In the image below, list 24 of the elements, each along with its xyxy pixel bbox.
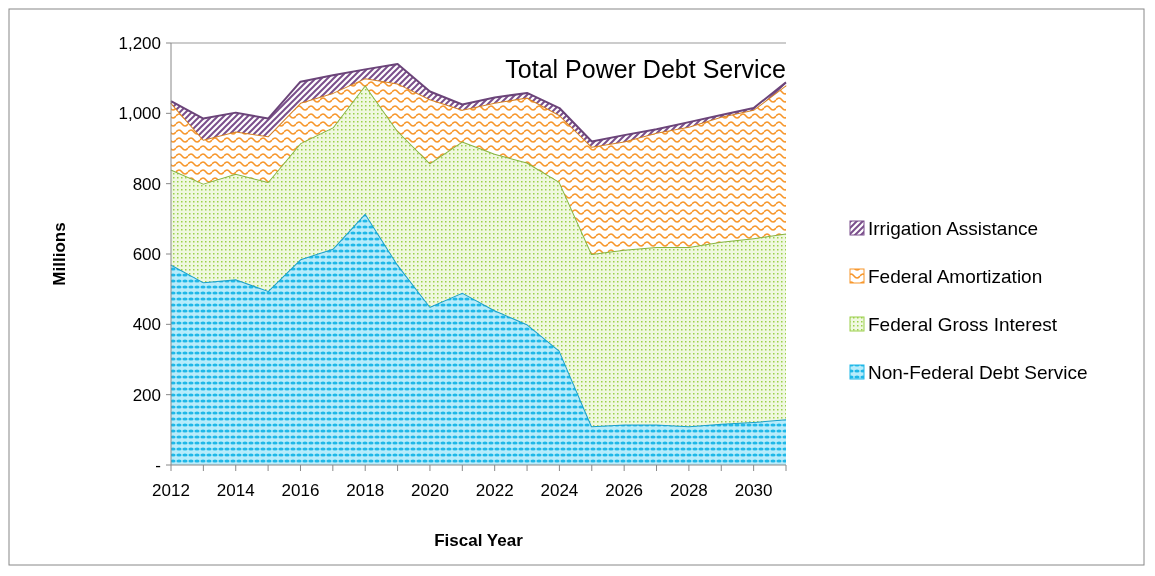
- x-tick-label: 2018: [346, 481, 385, 500]
- y-tick-label: 1,200: [118, 33, 161, 53]
- y-tick-label: 800: [132, 174, 161, 194]
- x-tick-label: 2014: [216, 481, 255, 500]
- y-tick-label: 400: [132, 315, 161, 335]
- y-tick-label: 600: [132, 244, 161, 264]
- legend-label: Federal Amortization: [868, 265, 1043, 287]
- x-tick-label: 2024: [540, 481, 579, 500]
- x-tick-label: 2022: [475, 481, 514, 500]
- x-tick-label: 2030: [734, 481, 773, 500]
- legend-label: Irrigation Assistance: [868, 217, 1039, 239]
- y-tick-label: 1,000: [118, 104, 161, 124]
- x-tick-label: 2020: [411, 481, 449, 500]
- legend-label: Federal Gross Interest: [868, 313, 1058, 335]
- x-tick-label: 2026: [605, 481, 644, 500]
- y-tick-label: 200: [132, 385, 161, 405]
- x-tick-label: 2012: [152, 481, 190, 500]
- x-axis-title: Fiscal Year: [434, 531, 524, 550]
- x-tick-label: 2016: [281, 481, 320, 500]
- y-tick-label: -: [155, 455, 161, 475]
- y-axis-title: Millions: [50, 222, 69, 286]
- x-tick-label: 2028: [669, 481, 708, 500]
- legend-label: Non-Federal Debt Service: [868, 361, 1088, 383]
- text: Total Power Debt Service: [505, 55, 786, 83]
